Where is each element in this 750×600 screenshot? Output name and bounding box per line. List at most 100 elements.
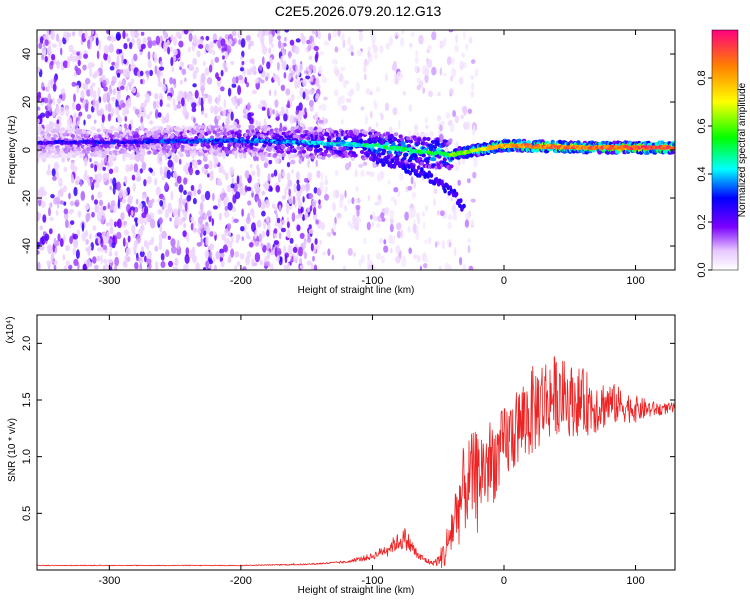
spectrogram-cell: [178, 40, 184, 48]
spectrogram-cell: [421, 153, 426, 158]
colorbar-tick-label: 0.0: [696, 262, 708, 277]
spectrogram-cell: [188, 32, 193, 42]
spectrogram-cell: [468, 265, 474, 270]
spectrogram-cell: [670, 150, 675, 155]
spectrogram-cell: [241, 236, 244, 241]
spectrogram-cell: [43, 42, 46, 48]
spectrogram-cell: [114, 166, 119, 174]
spectrogram-cell: [438, 265, 442, 270]
spectrogram-cell: [265, 147, 271, 152]
spectrogram-cell: [296, 183, 301, 192]
spectrogram-cell: [142, 37, 147, 44]
spectrogram-cell: [286, 262, 291, 270]
spectrogram-cell: [250, 208, 255, 216]
spectrogram-cell: [166, 169, 171, 180]
spectrogram-cell: [274, 206, 278, 212]
spectrogram-cell: [288, 152, 292, 161]
spectrogram-cell: [343, 150, 348, 155]
spectrogram-cell: [102, 166, 106, 171]
spectrogram-cell: [281, 60, 287, 70]
spectrogram-cell: [276, 149, 281, 154]
spectrogram-cell: [81, 222, 85, 232]
spectrogram-cell: [149, 218, 156, 229]
spectrogram-cell: [102, 79, 107, 88]
spectrogram-cell: [385, 131, 390, 136]
spectrogram-cell: [95, 37, 99, 47]
spectrogram-cell: [256, 126, 262, 130]
spectrogram-cell: [133, 163, 139, 173]
spectrogram-cell: [298, 213, 303, 219]
spectrogram-cell: [106, 30, 110, 35]
spectrogram-cell: [213, 105, 219, 115]
spectrogram-cell: [124, 115, 128, 122]
spectrogram-cell: [178, 184, 184, 193]
spectrogram-cell: [183, 223, 187, 229]
spectrogram-cell: [295, 171, 300, 180]
colorbar-label: Normalized spectral amplitude: [737, 82, 748, 217]
spectrogram-cell: [85, 77, 91, 85]
spectrogram-cell: [470, 91, 475, 98]
spectrogram-cell: [226, 45, 232, 54]
spectrogram-cell: [433, 188, 438, 195]
spectrogram-cell: [207, 94, 213, 103]
spectrogram-cell: [321, 76, 328, 84]
spectrogram-cell: [43, 97, 48, 104]
spectrogram-cell: [37, 66, 41, 73]
spectrogram-cell: [98, 162, 102, 172]
spectrogram-cell: [72, 233, 79, 240]
spectrogram-cell: [200, 194, 206, 203]
spectrogram-cell: [235, 191, 241, 200]
spectrogram-cell: [368, 126, 372, 134]
spectrogram-cell: [232, 76, 237, 85]
spectrogram-cell: [396, 230, 401, 239]
spectrogram-cell: [367, 195, 371, 202]
spectrogram-cell: [327, 248, 331, 256]
spectrogram-cell: [334, 46, 339, 53]
spectrogram-cell: [204, 249, 210, 259]
spectrogram-cell: [46, 169, 52, 176]
spectrogram-cell: [138, 202, 143, 210]
spectrogram-cell: [284, 36, 287, 42]
spectrogram-cell: [317, 30, 321, 40]
spectrogram-cell: [399, 137, 404, 142]
spectrogram-cell: [517, 138, 522, 143]
spectrogram-cell: [249, 163, 253, 168]
spectrogram-cell: [270, 186, 273, 192]
spectrogram-cell: [422, 87, 426, 94]
spectrogram-cell: [239, 253, 245, 260]
spectrogram-cell: [450, 75, 453, 82]
spectrogram-cell: [405, 136, 411, 141]
spectrogram-cell: [462, 203, 466, 209]
spectrogram-cell: [345, 98, 352, 103]
spectrogram-cell: [157, 209, 161, 215]
spectrogram-cell: [65, 108, 70, 118]
spectrogram-cell: [82, 64, 87, 71]
spectrogram-cell: [294, 80, 298, 89]
spectrogram-cell: [117, 126, 123, 130]
spectrogram-cell: [414, 56, 419, 64]
spectrogram-cell: [275, 185, 281, 193]
spectrogram-cell: [76, 150, 81, 155]
spectrogram-cell: [259, 34, 265, 44]
spectrogram-cell: [129, 156, 133, 161]
spectrogram-cell: [355, 81, 360, 92]
spectrogram-cell: [426, 137, 431, 141]
spectrogram-cell: [198, 210, 203, 216]
spectrogram-cell: [401, 30, 405, 35]
spectrogram-cell: [73, 186, 78, 197]
spectrogram-cell: [181, 97, 185, 107]
spectrogram-cell: [112, 234, 116, 245]
spectrogram-cell: [294, 45, 300, 55]
spectrogram-cell: [308, 147, 313, 152]
spectrogram-cell: [45, 110, 50, 119]
spectrogram-cell: [89, 89, 95, 98]
spectrogram-cell: [161, 230, 167, 239]
spectrogram-cell: [208, 259, 213, 265]
spectrogram-cell: [53, 161, 59, 172]
spectrogram-cell: [89, 69, 93, 78]
spectrogram-cell: [210, 125, 216, 130]
spectrogram-cell: [161, 146, 167, 151]
spectrogram-cell: [340, 119, 344, 125]
spectrogram-cell: [251, 58, 255, 65]
spectrogram-cell: [299, 63, 303, 73]
